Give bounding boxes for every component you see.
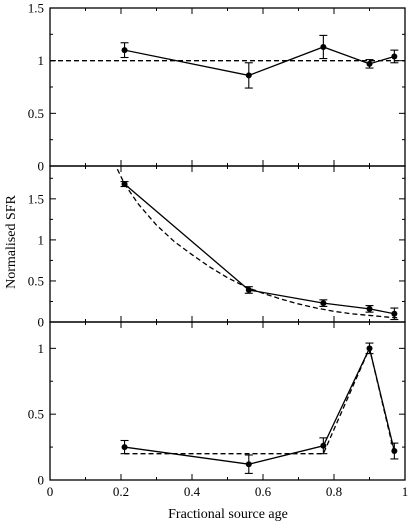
x-tick-label: 1 bbox=[402, 484, 409, 499]
data-line bbox=[124, 183, 395, 315]
y-tick-label: 1.5 bbox=[28, 1, 44, 16]
y-tick-label: 1.5 bbox=[28, 191, 44, 206]
data-point bbox=[391, 310, 398, 317]
y-tick-label: 0 bbox=[38, 159, 45, 174]
y-tick-label: 0.5 bbox=[28, 106, 44, 121]
data-point bbox=[320, 300, 327, 307]
data-point bbox=[121, 444, 128, 451]
y-tick-label: 1 bbox=[38, 232, 45, 247]
y-axis-title: Normalised SFR bbox=[4, 194, 19, 288]
plot-area bbox=[115, 166, 398, 319]
panel-top: 0 0.5 1 1.5 bbox=[28, 1, 406, 174]
data-point bbox=[121, 47, 128, 54]
x-tick-label: 0.8 bbox=[326, 484, 342, 499]
x-tick-label: 0.2 bbox=[113, 484, 129, 499]
data-point bbox=[245, 286, 252, 293]
x-axis-title: Fractional source age bbox=[168, 507, 288, 522]
data-line bbox=[124, 346, 395, 465]
data-point bbox=[366, 60, 373, 67]
data-point bbox=[121, 181, 128, 188]
plot-area bbox=[124, 346, 395, 465]
x-tick-label: 0.6 bbox=[255, 484, 272, 499]
x-tick-label: 0 bbox=[47, 484, 54, 499]
data-point bbox=[320, 43, 327, 50]
x-tick-label: 0.4 bbox=[184, 484, 201, 499]
data-point bbox=[391, 53, 398, 60]
y-tick-label: 0.5 bbox=[28, 273, 44, 288]
plot-area bbox=[50, 46, 405, 77]
dashed-line bbox=[115, 166, 398, 319]
panel-frame bbox=[49, 321, 406, 481]
data-point bbox=[320, 442, 327, 449]
data-point bbox=[245, 72, 252, 79]
dashed-line bbox=[124, 346, 395, 455]
y-tick-label: 1 bbox=[38, 53, 45, 68]
data-point bbox=[366, 345, 373, 352]
data-point bbox=[366, 305, 373, 312]
y-tick-label: 0 bbox=[38, 473, 45, 488]
data-point bbox=[245, 461, 252, 468]
panel-middle: 0 0.5 1 1.5 bbox=[28, 165, 406, 330]
data-point bbox=[391, 448, 398, 455]
panel-bottom: 0 0.5 1 0 0.2 0.4 0.6 0.8 1 bbox=[28, 321, 409, 499]
y-tick-label: 0 bbox=[38, 315, 45, 330]
panel-frame bbox=[49, 165, 406, 323]
y-tick-label: 0.5 bbox=[28, 407, 44, 422]
panel-frame bbox=[49, 7, 406, 167]
y-tick-label: 1 bbox=[38, 341, 45, 356]
